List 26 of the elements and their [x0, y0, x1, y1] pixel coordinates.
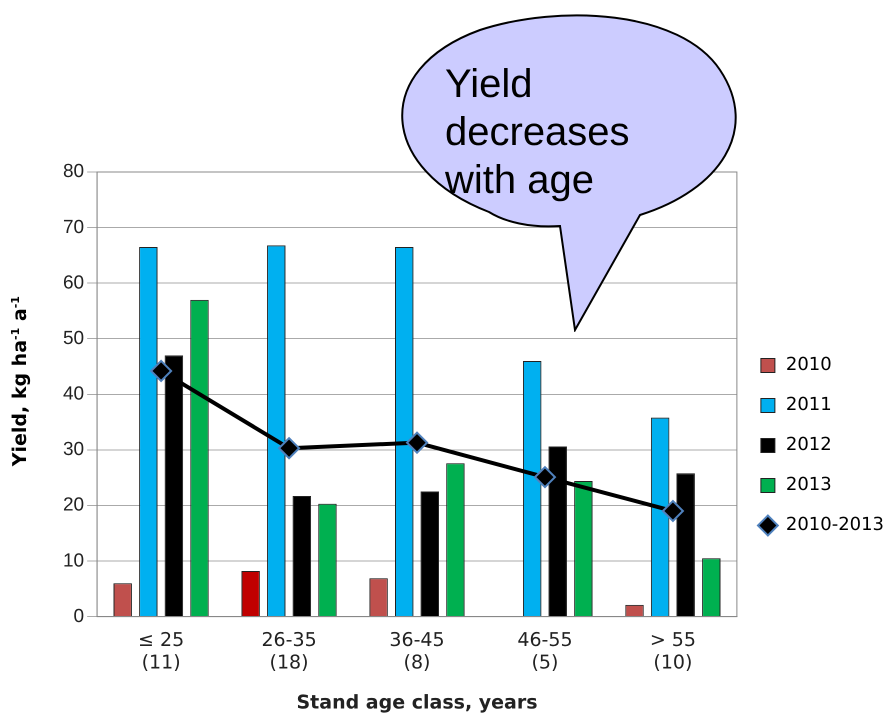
point [534, 466, 556, 488]
legend-label: 2013 [786, 474, 832, 496]
x-tick-label: > 55 (10) [650, 628, 696, 674]
x-tick-label: ≤ 25 (11) [138, 628, 184, 674]
point [278, 437, 300, 460]
y-tick-label: 0 [74, 606, 84, 627]
x-tick-label: 26-35 (18) [261, 628, 317, 674]
y-tick-label: 40 [62, 384, 84, 405]
y-tick-label: 70 [62, 216, 84, 238]
y-tick-label: 80 [62, 161, 84, 182]
annotation: Yield decreases with age [445, 61, 631, 204]
y-tick-label: 50 [62, 328, 84, 349]
y-tick-label: 60 [62, 272, 84, 294]
point [150, 360, 172, 382]
legend-label: 2012 [786, 434, 832, 456]
point [662, 500, 684, 522]
y-tick-label: 10 [62, 550, 84, 572]
legend-label: 2011 [786, 394, 832, 416]
x-tick-label: 36-45 (8) [389, 628, 445, 674]
legend-label: 2010-2013 [786, 514, 884, 536]
legend-label: 2010 [786, 354, 832, 376]
x-tick-label: 46-55 (5) [517, 628, 573, 674]
x-axis-title: Stand age class, years [296, 692, 538, 714]
point [406, 432, 428, 454]
y-tick-label: 20 [62, 494, 84, 516]
y-tick-label: 30 [62, 439, 84, 460]
